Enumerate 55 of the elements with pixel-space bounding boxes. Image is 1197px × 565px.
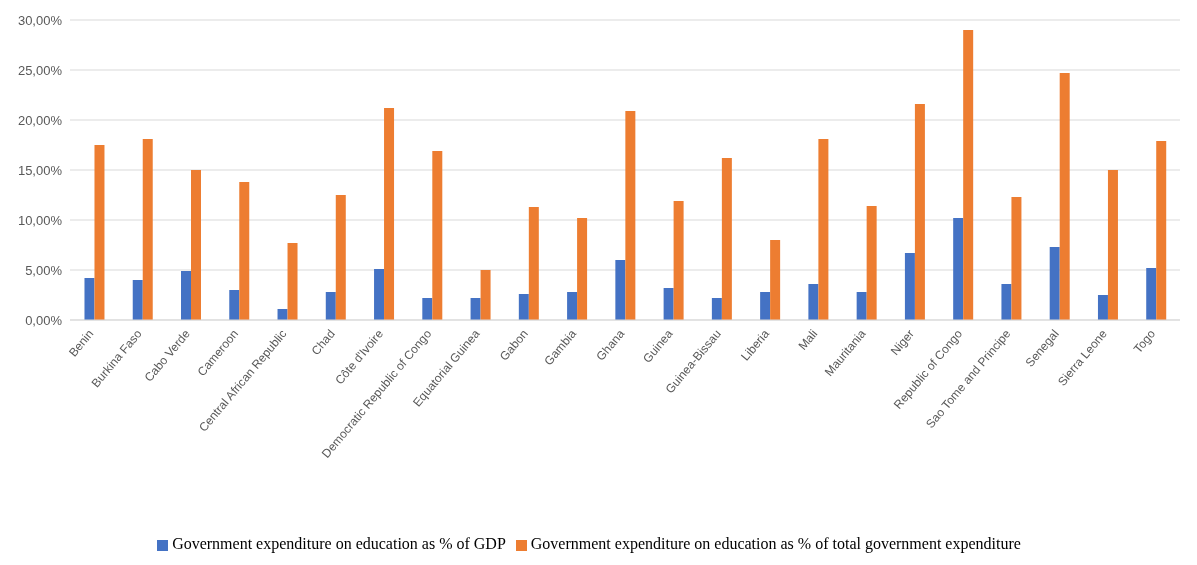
bar: [432, 151, 443, 320]
bar: [866, 206, 877, 320]
bar: [577, 218, 588, 320]
bar: [528, 207, 539, 320]
bar: [480, 270, 491, 320]
bar: [325, 292, 336, 320]
bar: [181, 271, 191, 320]
bar: [663, 288, 674, 320]
bar: [818, 139, 829, 320]
bar: [770, 240, 781, 320]
bar: [94, 145, 105, 320]
bar: [132, 280, 143, 320]
bar: [914, 104, 925, 320]
bar: [1107, 170, 1118, 320]
legend-label: Government expenditure on education as % of total government expenditure: [530, 535, 1021, 552]
bar: [277, 309, 288, 320]
bar: [953, 218, 964, 320]
bar: [1097, 295, 1108, 320]
bar: [1001, 284, 1012, 320]
bar: [760, 292, 771, 320]
bar: [615, 260, 626, 320]
bar: [470, 298, 481, 320]
bar: [384, 108, 395, 320]
y-tick-label: 15,00%: [17, 162, 63, 178]
bar: [1059, 73, 1070, 320]
bar: [239, 182, 250, 320]
bar: [721, 158, 732, 320]
bar: [84, 278, 95, 320]
y-tick-label: 0,00%: [25, 312, 63, 328]
bar: [808, 284, 819, 320]
y-tick-label: 10,00%: [17, 212, 63, 228]
bar: [1049, 247, 1060, 320]
bar: [625, 111, 636, 320]
bar: [673, 201, 684, 320]
bar: [229, 290, 240, 320]
bar: [287, 243, 298, 320]
bar: [1011, 197, 1022, 320]
legend-label: Government expenditure on education as % of GDP: [172, 535, 506, 552]
bar: [856, 292, 867, 320]
bar: [567, 292, 578, 320]
bar: [191, 170, 201, 320]
y-tick-label: 5,00%: [25, 262, 63, 278]
bar: [904, 253, 915, 320]
bar: [963, 30, 974, 320]
y-tick-label: 20,00%: [17, 112, 63, 128]
bar: [518, 294, 529, 320]
bar: [422, 298, 433, 320]
bar: [711, 298, 722, 320]
y-tick-label: 30,00%: [17, 12, 63, 28]
bar: [374, 269, 385, 320]
bar: [335, 195, 346, 320]
y-tick-label: 25,00%: [17, 62, 63, 78]
bar: [1146, 268, 1157, 320]
bar: [142, 139, 153, 320]
bar: [1156, 141, 1167, 320]
